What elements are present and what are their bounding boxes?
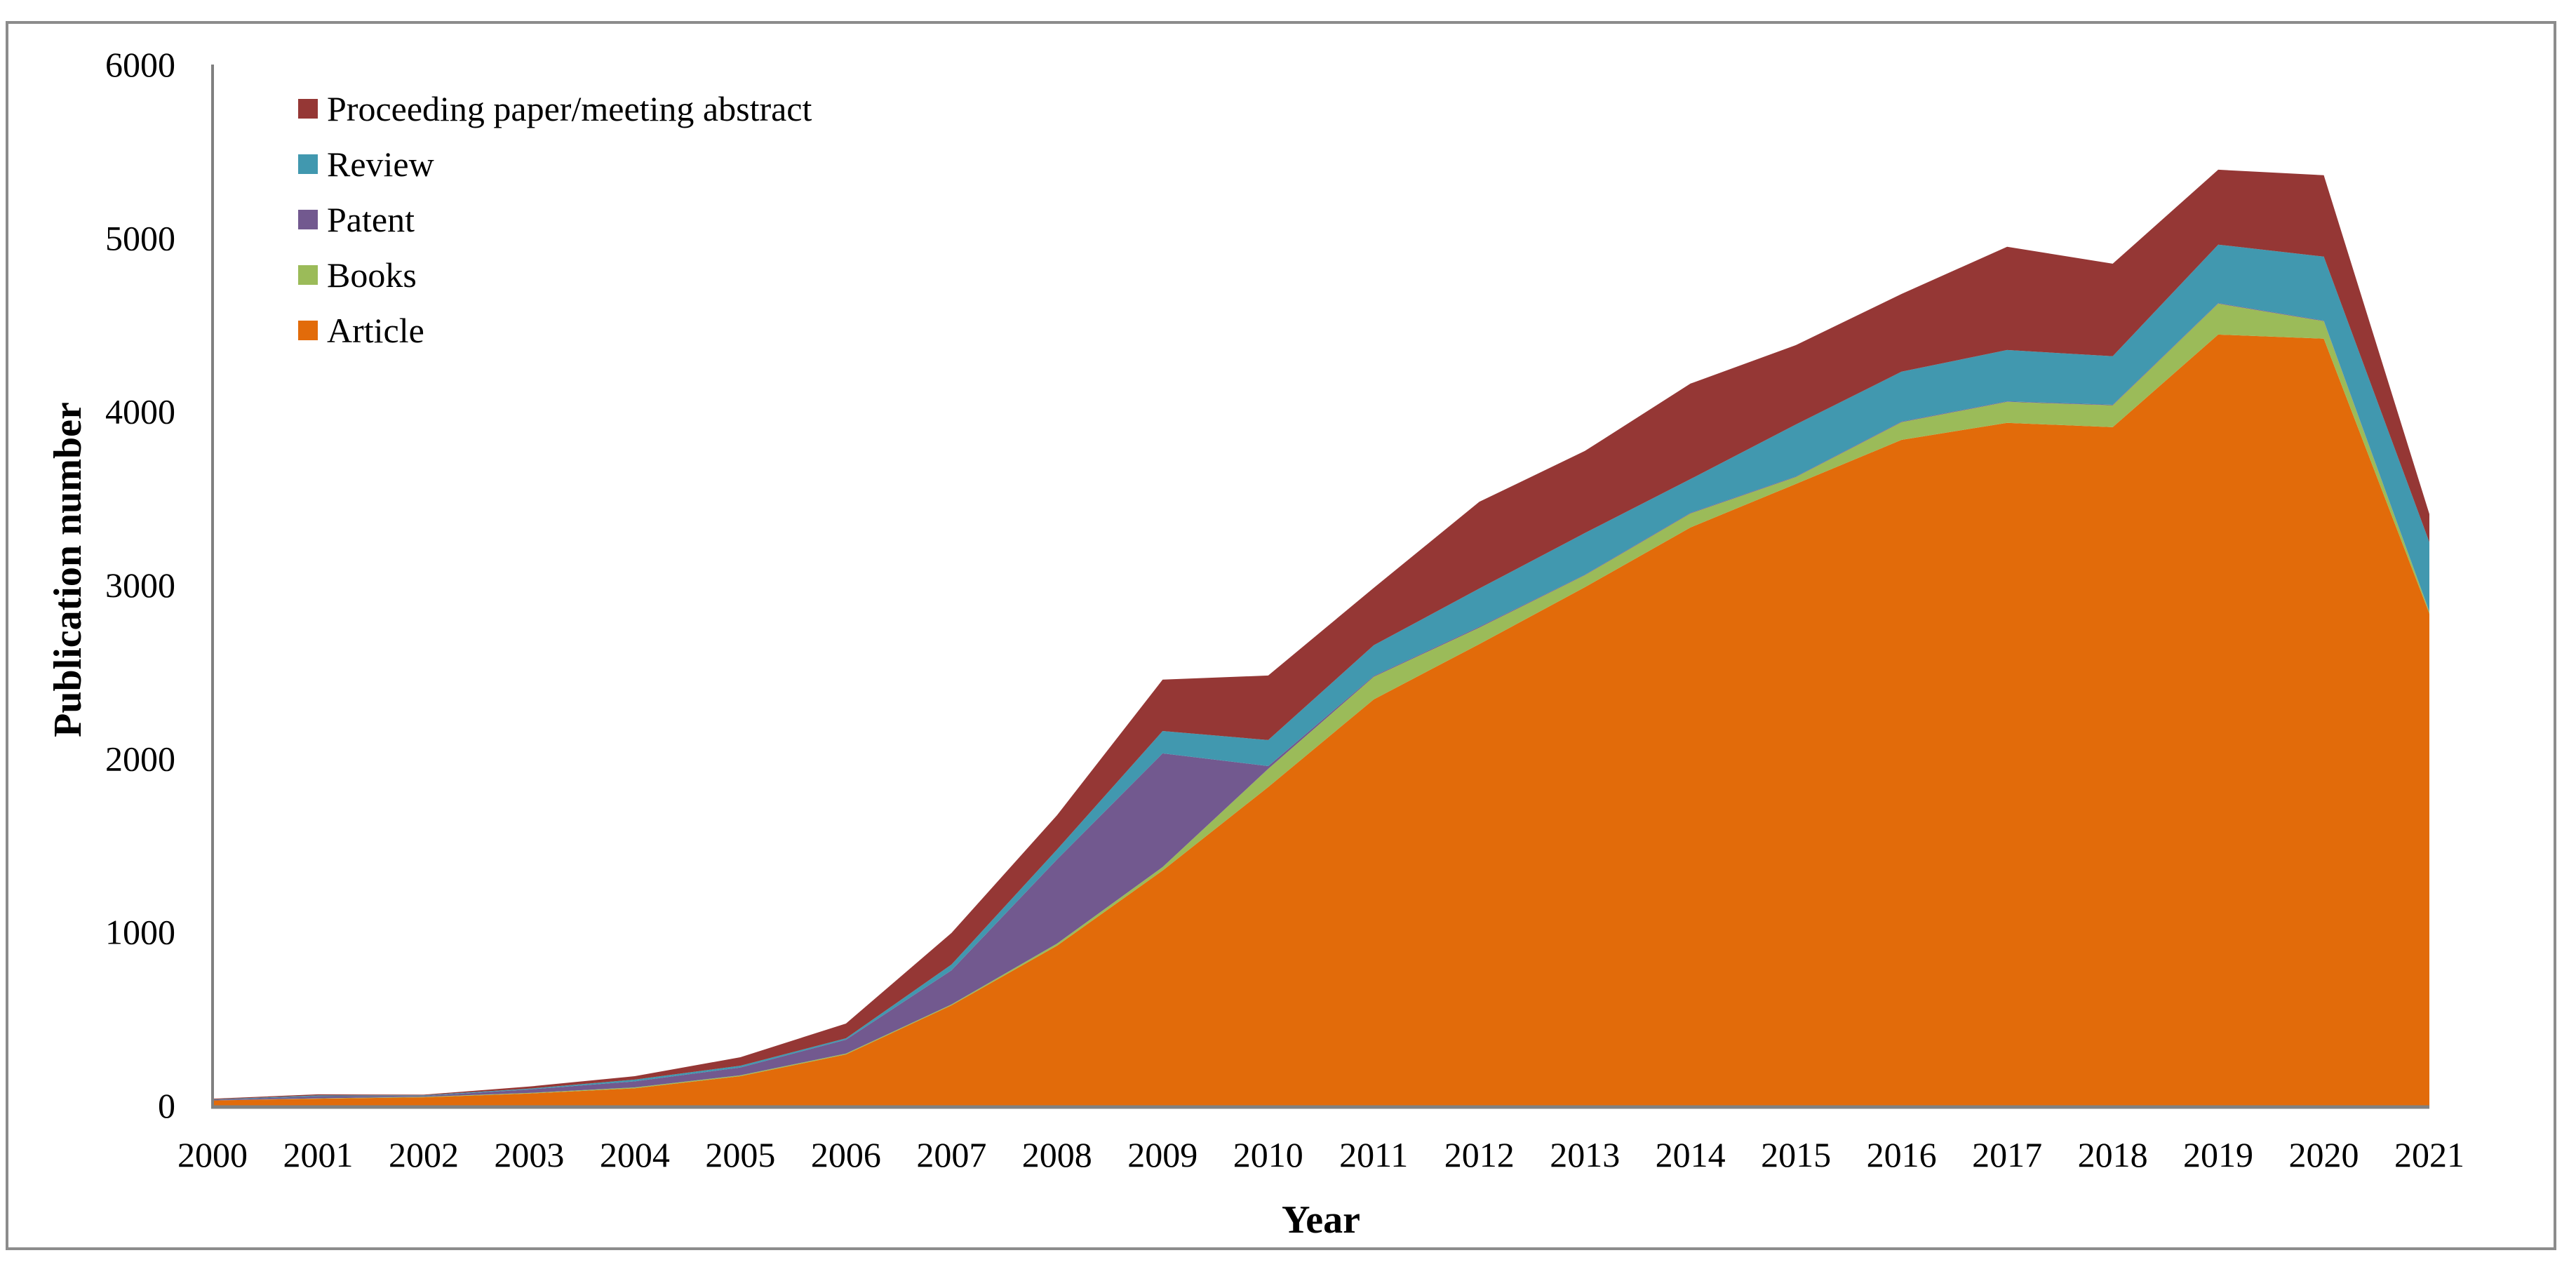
x-tick-label: 2000 bbox=[177, 1135, 248, 1174]
x-tick-label: 2005 bbox=[705, 1135, 775, 1174]
x-tick-label: 2009 bbox=[1127, 1135, 1198, 1174]
x-tick-label: 2003 bbox=[494, 1135, 564, 1174]
legend-label: Books bbox=[327, 255, 417, 295]
legend-swatch bbox=[298, 321, 318, 340]
legend: Proceeding paper/meeting abstract Review P… bbox=[298, 89, 812, 350]
legend-label: Proceeding paper/meeting abstract bbox=[327, 89, 812, 128]
legend-swatch bbox=[298, 154, 318, 174]
x-axis-title: Year bbox=[1282, 1198, 1360, 1242]
y-tick-labels: 0 1000 2000 3000 4000 5000 6000 bbox=[105, 45, 175, 1125]
y-tick-label: 1000 bbox=[105, 913, 175, 952]
legend-swatch bbox=[298, 99, 318, 119]
x-tick-label: 2010 bbox=[1233, 1135, 1303, 1174]
x-tick-label: 2011 bbox=[1339, 1135, 1408, 1174]
x-tick-label: 2008 bbox=[1022, 1135, 1092, 1174]
legend-item-article: Article bbox=[298, 311, 424, 350]
y-tick-label: 3000 bbox=[105, 565, 175, 605]
x-tick-labels: 2000 2001 2002 2003 2004 2005 2006 2007 2008 2009… bbox=[177, 1135, 2464, 1174]
x-tick-label: 2012 bbox=[1444, 1135, 1515, 1174]
legend-label: Article bbox=[327, 311, 424, 350]
area-article bbox=[213, 334, 2429, 1106]
area-proceeding-paper-meeting-abstract bbox=[213, 169, 2429, 1100]
legend-item-patent: Patent bbox=[298, 200, 415, 239]
y-tick-label: 6000 bbox=[105, 45, 175, 84]
legend-swatch bbox=[298, 265, 318, 285]
legend-item-proceeding-paper-meeting-abstract: Proceeding paper/meeting abstract bbox=[298, 89, 812, 128]
x-tick-label: 2004 bbox=[600, 1135, 670, 1174]
x-tick-label: 2007 bbox=[916, 1135, 986, 1174]
x-tick-label: 2017 bbox=[1972, 1135, 2042, 1174]
x-tick-label: 2016 bbox=[1867, 1135, 1937, 1174]
y-axis-title: Publication number bbox=[46, 402, 90, 737]
y-tick-label: 2000 bbox=[105, 739, 175, 778]
legend-item-review: Review bbox=[298, 145, 434, 184]
x-tick-label: 2015 bbox=[1761, 1135, 1831, 1174]
y-tick-label: 5000 bbox=[105, 218, 175, 257]
x-tick-label: 2001 bbox=[283, 1135, 353, 1174]
x-tick-label: 2013 bbox=[1550, 1135, 1620, 1174]
x-tick-label: 2014 bbox=[1656, 1135, 1726, 1174]
x-tick-label: 2020 bbox=[2289, 1135, 2359, 1174]
legend-label: Patent bbox=[327, 200, 415, 239]
x-tick-label: 2021 bbox=[2394, 1135, 2464, 1174]
y-tick-label: 4000 bbox=[105, 392, 175, 431]
x-tick-label: 2002 bbox=[389, 1135, 459, 1174]
x-tick-label: 2018 bbox=[2078, 1135, 2148, 1174]
x-tick-label: 2006 bbox=[811, 1135, 881, 1174]
legend-label: Review bbox=[327, 145, 434, 184]
legend-item-books: Books bbox=[298, 255, 417, 295]
x-tick-label: 2019 bbox=[2183, 1135, 2253, 1174]
area-layers bbox=[213, 169, 2429, 1106]
legend-swatch bbox=[298, 210, 318, 229]
y-tick-label: 0 bbox=[158, 1086, 175, 1125]
